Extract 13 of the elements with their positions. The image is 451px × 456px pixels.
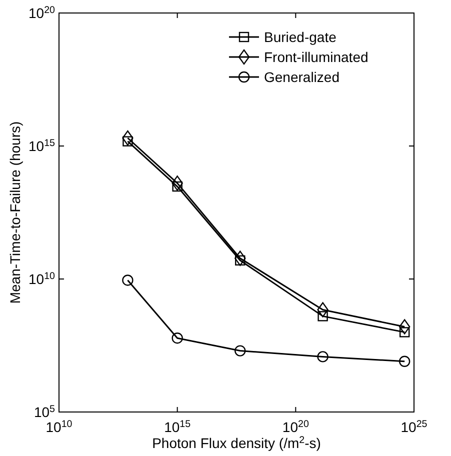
y-tick-label: 10$^{20}$ [28,4,56,21]
y-tick-label: 10$^{10}$ [28,270,56,287]
y-axis-title: Mean-Time-to-Failure (hours) [7,121,23,304]
x-axis-title: Photon Flux density (/m$^{2}$-s) [152,434,321,451]
legend-label: Generalized [264,69,340,85]
x-tick-label: 10$^{25}$ [400,418,428,435]
legend-label: Buried-gate [264,29,337,45]
x-tick-label: 10$^{10}$ [46,418,73,435]
legend-label: Front-illuminated [264,49,368,65]
x-tick-label: 10$^{20}$ [282,418,310,435]
y-tick-label: 10$^{5}$ [34,404,56,420]
x-tick-label: 10$^{15}$ [164,418,192,435]
y-tick-label: 10$^{15}$ [28,138,56,154]
